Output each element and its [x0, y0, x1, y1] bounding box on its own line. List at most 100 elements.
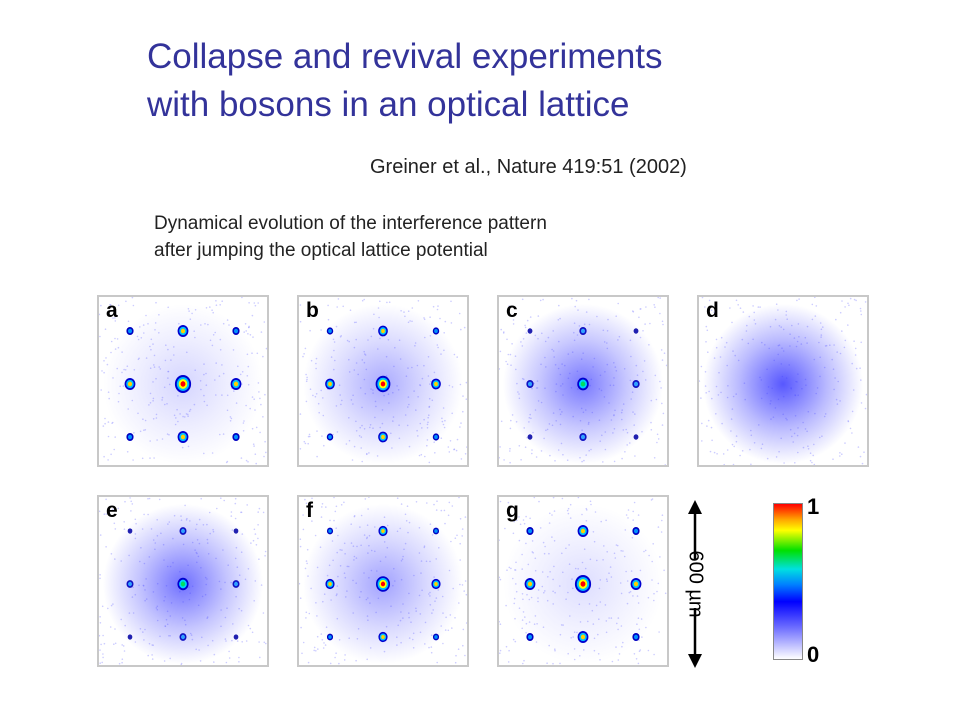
- noise-speckle: [711, 439, 713, 442]
- panel-label-b: b: [306, 299, 319, 322]
- noise-speckle: [632, 510, 634, 513]
- noise-speckle: [520, 459, 522, 461]
- noise-speckle: [249, 627, 252, 630]
- noise-speckle: [253, 445, 255, 447]
- noise-speckle: [704, 306, 706, 308]
- noise-speckle: [635, 658, 638, 660]
- noise-speckle: [462, 395, 464, 397]
- noise-speckle: [625, 514, 628, 516]
- noise-speckle: [857, 446, 860, 448]
- diffraction-peak: [381, 328, 385, 334]
- noise-speckle: [662, 323, 664, 326]
- diffraction-peak: [434, 529, 438, 533]
- noise-speckle: [388, 301, 391, 303]
- diffraction-peak: [127, 381, 133, 387]
- noise-speckle: [114, 436, 116, 438]
- diffraction-peak: [233, 634, 239, 640]
- noise-speckle: [411, 307, 414, 309]
- noise-speckle: [653, 457, 656, 459]
- noise-speckle: [215, 300, 217, 302]
- noise-speckle: [247, 461, 249, 463]
- noise-speckle: [459, 559, 461, 561]
- noise-speckle: [109, 626, 112, 628]
- noise-speckle: [121, 661, 123, 664]
- noise-speckle: [529, 517, 531, 520]
- noise-speckle: [657, 297, 659, 299]
- noise-speckle: [701, 440, 703, 442]
- diffraction-peak: [180, 328, 186, 334]
- noise-speckle: [735, 299, 738, 302]
- noise-speckle: [458, 312, 461, 315]
- noise-speckle: [245, 640, 248, 642]
- noise-speckle: [307, 435, 310, 438]
- noise-speckle: [464, 654, 466, 657]
- noise-speckle: [225, 461, 228, 464]
- diffraction-peak: [580, 528, 586, 534]
- noise-speckle: [304, 442, 307, 445]
- noise-speckle: [524, 446, 527, 448]
- noise-speckle: [558, 304, 560, 307]
- scale-bar-label: 600 µm: [684, 550, 707, 618]
- noise-speckle: [847, 324, 849, 326]
- noise-speckle: [180, 664, 182, 665]
- noise-speckle: [155, 301, 157, 304]
- noise-speckle: [257, 511, 259, 513]
- noise-speckle: [705, 341, 707, 343]
- noise-speckle: [440, 509, 443, 512]
- noise-speckle: [99, 622, 102, 624]
- noise-speckle: [322, 647, 325, 649]
- noise-speckle: [240, 511, 242, 514]
- noise-speckle: [314, 313, 317, 315]
- noise-speckle: [333, 497, 335, 499]
- noise-speckle: [299, 545, 302, 548]
- noise-speckle: [537, 315, 540, 317]
- diffraction-peak: [127, 528, 133, 534]
- noise-speckle: [847, 302, 849, 305]
- noise-speckle: [860, 313, 863, 316]
- noise-speckle: [739, 307, 742, 309]
- noise-speckle: [305, 617, 307, 619]
- noise-speckle: [853, 298, 856, 301]
- noise-speckle: [100, 304, 102, 307]
- noise-speckle: [424, 455, 426, 458]
- noise-speckle: [499, 649, 502, 652]
- diffraction-peak: [127, 634, 133, 640]
- noise-speckle: [238, 656, 240, 659]
- noise-speckle: [252, 539, 255, 542]
- noise-speckle: [653, 653, 655, 656]
- noise-speckle: [499, 350, 502, 353]
- noise-speckle: [99, 634, 101, 637]
- interference-pattern-d: [699, 297, 867, 465]
- noise-speckle: [316, 308, 319, 311]
- noise-speckle: [101, 661, 103, 664]
- noise-speckle: [303, 440, 306, 443]
- noise-speckle: [649, 322, 651, 325]
- diffraction-peak: [127, 328, 133, 334]
- noise-speckle: [523, 522, 526, 525]
- diffraction-peak: [580, 328, 586, 334]
- noise-speckle: [435, 509, 438, 511]
- noise-speckle: [428, 461, 431, 464]
- noise-speckle: [705, 325, 708, 328]
- noise-speckle: [613, 460, 616, 463]
- noise-speckle: [343, 659, 346, 661]
- diffraction-peak: [328, 635, 332, 639]
- noise-speckle: [255, 426, 258, 429]
- noise-speckle: [632, 311, 635, 313]
- noise-speckle: [462, 644, 464, 647]
- noise-speckle: [513, 520, 515, 523]
- noise-speckle: [661, 402, 663, 405]
- noise-speckle: [342, 305, 344, 308]
- colorbar: [773, 503, 803, 660]
- noise-speckle: [509, 427, 512, 430]
- noise-speckle: [499, 652, 501, 654]
- central-peak: [380, 581, 386, 587]
- noise-speckle: [108, 512, 110, 515]
- noise-speckle: [257, 524, 259, 526]
- noise-speckle: [219, 304, 221, 306]
- noise-speckle: [99, 510, 101, 513]
- noise-speckle: [254, 453, 257, 455]
- noise-speckle: [299, 413, 302, 415]
- noise-speckle: [509, 461, 511, 464]
- noise-speckle: [215, 304, 218, 306]
